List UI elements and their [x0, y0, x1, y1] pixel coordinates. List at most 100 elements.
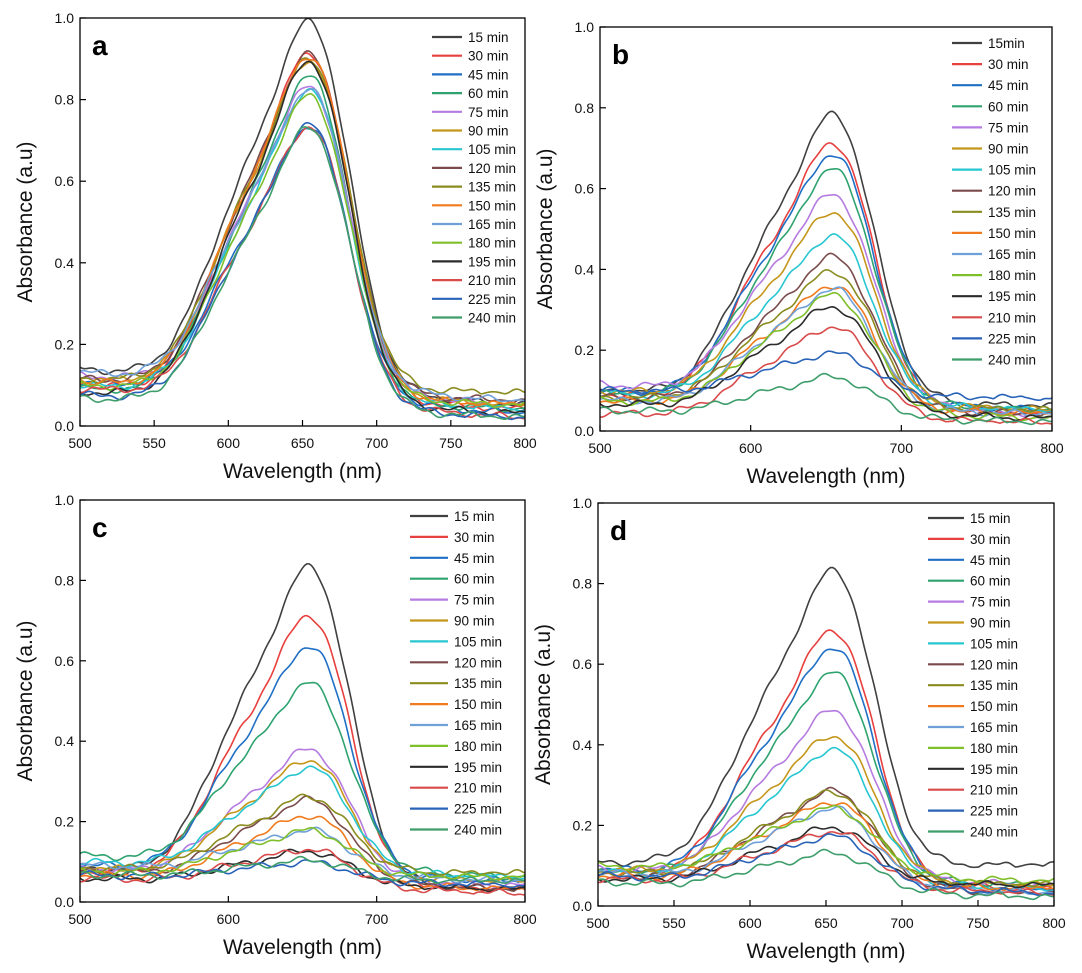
legend-label-a-14: 210 min — [468, 273, 516, 288]
series-line-d-14 — [598, 831, 1054, 896]
series-line-c-9 — [80, 793, 525, 877]
legend-label-d-3: 45 min — [970, 553, 1011, 568]
x-tick-label-c-0: 500 — [68, 911, 92, 927]
x-axis-title-d: Wavelength (nm) — [746, 940, 905, 963]
legend-label-a-11: 165 min — [468, 217, 516, 232]
series-line-d-7 — [598, 746, 1054, 892]
y-tick-label-a-3: 0.6 — [55, 173, 75, 189]
legend-label-a-10: 150 min — [468, 198, 516, 213]
legend-label-c-6: 90 min — [454, 614, 495, 629]
x-axis-title-b: Wavelength (nm) — [746, 465, 905, 488]
series-line-d-15 — [598, 833, 1054, 897]
legend-label-c-3: 45 min — [454, 551, 495, 566]
legend-label-d-6: 90 min — [970, 616, 1011, 631]
legend-label-a-13: 195 min — [468, 254, 516, 269]
series-line-d-9 — [598, 789, 1054, 888]
x-tick-label-a-0: 500 — [68, 435, 92, 451]
series-line-b-10 — [600, 286, 1052, 417]
x-tick-label-a-6: 800 — [513, 435, 537, 451]
legend-label-b-6: 90 min — [988, 142, 1029, 157]
legend-label-c-8: 120 min — [454, 655, 502, 670]
y-tick-label-b-3: 0.6 — [575, 181, 595, 197]
series-line-a-9 — [80, 57, 525, 395]
x-tick-label-b-2: 700 — [890, 440, 914, 456]
series-line-a-3 — [80, 127, 525, 415]
legend-label-c-1: 15 min — [454, 509, 495, 524]
legend-label-d-4: 60 min — [970, 574, 1011, 589]
y-tick-label-c-5: 1.0 — [55, 492, 75, 508]
legend-label-d-12: 180 min — [970, 741, 1018, 756]
x-axis-title-c: Wavelength (nm) — [223, 936, 382, 959]
series-line-b-11 — [600, 286, 1052, 417]
legend-label-b-4: 60 min — [988, 99, 1029, 114]
legend-label-d-10: 150 min — [970, 699, 1018, 714]
x-tick-label-b-3: 800 — [1040, 440, 1064, 456]
legend-label-d-14: 210 min — [970, 783, 1018, 798]
legend-label-d-16: 240 min — [970, 825, 1018, 840]
series-line-b-13 — [600, 306, 1052, 422]
series-line-d-12 — [598, 804, 1054, 885]
series-line-b-9 — [600, 268, 1052, 413]
series-line-a-7 — [80, 87, 525, 412]
legend-label-b-8: 120 min — [988, 184, 1036, 199]
y-tick-label-a-0: 0.0 — [55, 418, 75, 434]
series-line-d-13 — [598, 826, 1054, 889]
x-tick-label-a-3: 650 — [291, 435, 315, 451]
series-line-b-5 — [600, 194, 1052, 418]
x-tick-label-b-1: 600 — [739, 440, 763, 456]
x-tick-label-d-3: 650 — [814, 915, 838, 931]
series-line-c-15 — [80, 859, 525, 889]
legend-label-c-4: 60 min — [454, 572, 495, 587]
x-tick-label-b-0: 500 — [588, 440, 612, 456]
y-axis-title-d: Absorbance (a.u) — [532, 624, 555, 785]
series-line-c-14 — [80, 848, 525, 896]
y-axis-title-c: Absorbance (a.u) — [14, 620, 37, 781]
x-tick-label-a-1: 550 — [142, 435, 166, 451]
legend-label-c-5: 75 min — [454, 593, 495, 608]
legend-label-c-15: 225 min — [454, 802, 502, 817]
legend-label-b-15: 225 min — [988, 331, 1036, 346]
y-tick-label-d-3: 0.6 — [573, 656, 593, 672]
legend-label-a-16: 240 min — [468, 311, 516, 326]
legend-label-c-9: 135 min — [454, 676, 502, 691]
series-line-b-16 — [600, 372, 1052, 426]
x-tick-label-d-0: 500 — [586, 915, 610, 931]
y-tick-label-b-4: 0.8 — [575, 100, 595, 116]
plot-frame-c — [79, 499, 526, 903]
series-line-a-6 — [80, 61, 525, 407]
y-tick-label-b-0: 0.0 — [575, 423, 595, 439]
series-line-c-2 — [80, 614, 525, 892]
series-line-a-15 — [80, 121, 525, 421]
legend-label-c-11: 165 min — [454, 718, 502, 733]
series-line-a-10 — [80, 58, 525, 407]
legend-label-c-13: 195 min — [454, 760, 502, 775]
series-line-d-11 — [598, 805, 1054, 896]
y-tick-label-c-1: 0.2 — [55, 814, 75, 830]
x-tick-label-d-2: 600 — [738, 915, 762, 931]
series-line-b-12 — [600, 291, 1052, 422]
series-line-c-1 — [80, 563, 525, 892]
y-tick-label-d-4: 0.8 — [573, 576, 593, 592]
series-line-d-4 — [598, 671, 1054, 889]
y-axis-title-b: Absorbance (a.u) — [534, 148, 557, 309]
series-line-c-12 — [80, 826, 525, 881]
y-tick-label-b-1: 0.2 — [575, 342, 595, 358]
legend-label-c-16: 240 min — [454, 823, 502, 838]
legend-label-b-5: 75 min — [988, 120, 1029, 135]
plot-frame-a — [79, 17, 526, 427]
legend-label-d-15: 225 min — [970, 804, 1018, 819]
y-tick-label-d-2: 0.4 — [573, 737, 593, 753]
x-tick-label-a-5: 750 — [439, 435, 463, 451]
panel-letter-c: c — [92, 512, 108, 543]
series-line-a-5 — [80, 85, 525, 409]
legend-label-b-13: 195 min — [988, 289, 1036, 304]
series-line-d-1 — [598, 566, 1054, 869]
x-tick-label-c-2: 700 — [365, 911, 389, 927]
chart-panel-b: 500 600 700 800 0.0 0.2 0.4 0.6 0.8 1.0 Wavelength… — [534, 19, 1064, 488]
legend-label-a-9: 135 min — [468, 180, 516, 195]
y-axis-title-a: Absorbance (a.u) — [14, 141, 37, 302]
legend-label-c-14: 210 min — [454, 781, 502, 796]
legend-label-d-8: 120 min — [970, 657, 1018, 672]
series-line-d-2 — [598, 629, 1054, 892]
